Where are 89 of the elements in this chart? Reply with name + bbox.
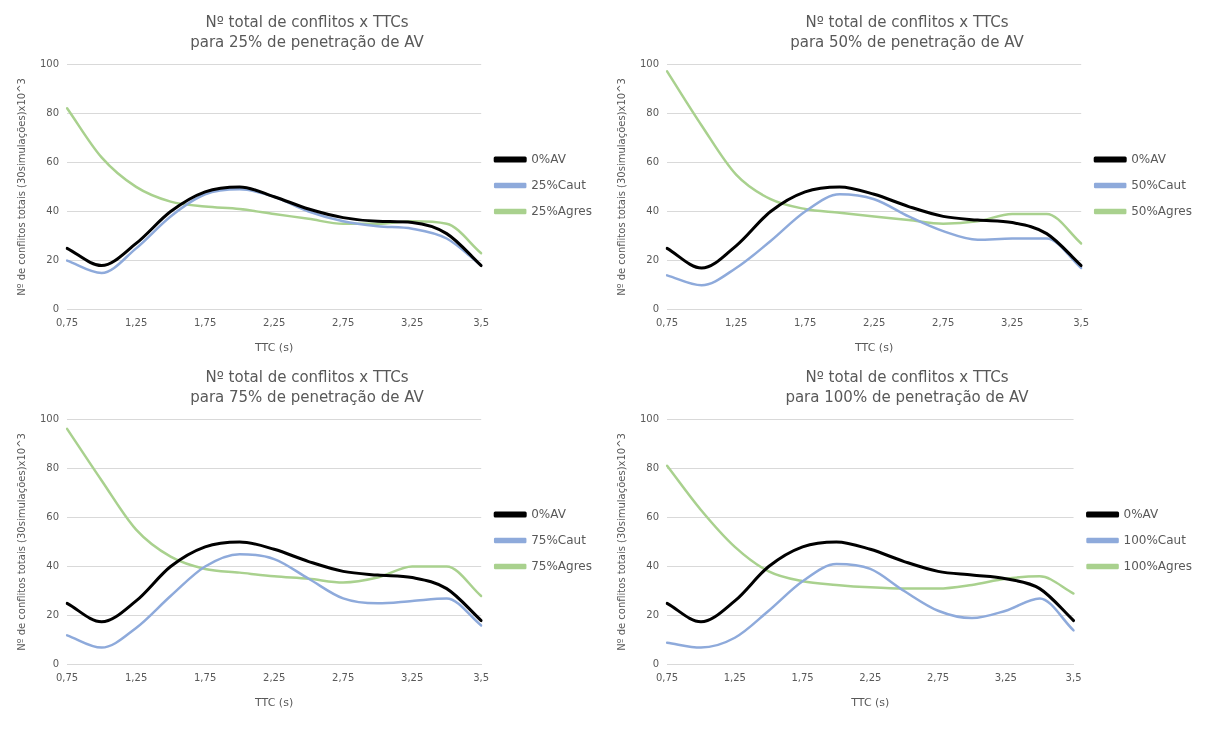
- y-tick-label: 100: [639, 57, 660, 69]
- x-tick-label: 1,25: [723, 672, 746, 684]
- legend-label: 50%Caut: [1131, 177, 1187, 192]
- line-series: [665, 464, 1075, 595]
- chart-title: Nº total de conflitos x TTCs: [205, 367, 409, 386]
- legend-label: 25%Agres: [531, 203, 593, 218]
- y-axis-title: Nº de conflitos totais (30simulações)x10^3: [15, 78, 27, 296]
- chart-subtitle: para 25% de penetração de AV: [190, 32, 425, 51]
- x-tick-label: 2,25: [859, 672, 882, 684]
- x-tick-label: 0,75: [655, 672, 679, 684]
- x-tick-label: 3,5: [473, 317, 490, 329]
- x-tick-label: 0,75: [55, 317, 79, 329]
- y-tick-label: 80: [646, 106, 660, 118]
- y-tick-label: 40: [646, 205, 660, 217]
- legend-label: 75%Caut: [531, 532, 587, 547]
- x-tick-label: 1,75: [793, 317, 817, 329]
- y-tick-label: 60: [46, 155, 60, 167]
- line-series: [665, 70, 1083, 245]
- x-tick-label: 3,25: [401, 672, 424, 684]
- y-axis-title: Nº de conflitos totais (30simulações)x10^3: [15, 433, 27, 651]
- x-tick-label: 0,75: [55, 672, 79, 684]
- y-axis-title: Nº de conflitos totais (30simulações)x10^3: [615, 78, 627, 296]
- x-axis-title: TTC (s): [854, 341, 894, 355]
- legend-label: 0%AV: [1123, 506, 1160, 521]
- legend-label: 100%Agres: [1123, 558, 1192, 573]
- y-tick-label: 0: [652, 303, 660, 315]
- y-tick-label: 60: [646, 510, 660, 522]
- y-tick-label: 20: [46, 609, 60, 621]
- chart-title: Nº total de conflitos x TTCs: [805, 12, 1009, 31]
- line-series: [65, 540, 483, 624]
- legend-label: 50%Agres: [1131, 203, 1193, 218]
- y-tick-label: 40: [646, 560, 660, 572]
- x-tick-label: 1,25: [724, 317, 748, 329]
- y-tick-label: 0: [52, 303, 60, 315]
- line-series: [665, 185, 1083, 270]
- x-axis-title: TTC (s): [254, 696, 294, 710]
- y-tick-label: 100: [639, 412, 660, 424]
- y-tick-label: 0: [52, 658, 60, 670]
- x-tick-label: 2,75: [926, 672, 950, 684]
- y-tick-label: 0: [652, 658, 660, 670]
- chart-subtitle: para 75% de penetração de AV: [190, 387, 425, 406]
- x-tick-label: 3,25: [994, 672, 1017, 684]
- x-tick-label: 3,25: [1001, 317, 1024, 329]
- y-tick-label: 20: [646, 254, 660, 266]
- y-tick-label: 80: [646, 461, 660, 473]
- y-tick-label: 20: [46, 254, 60, 266]
- x-tick-label: 3,5: [473, 672, 490, 684]
- chart-title: Nº total de conflitos x TTCs: [805, 367, 1009, 386]
- x-tick-label: 2,25: [863, 317, 886, 329]
- chart-title: Nº total de conflitos x TTCs: [205, 12, 409, 31]
- y-tick-label: 20: [646, 609, 660, 621]
- legend-label: 75%Agres: [531, 558, 593, 573]
- y-tick-label: 80: [46, 461, 60, 473]
- y-tick-label: 60: [46, 510, 60, 522]
- x-tick-label: 3,25: [401, 317, 424, 329]
- legend-label: 25%Caut: [531, 177, 587, 192]
- x-axis-title: TTC (s): [254, 341, 294, 355]
- x-axis-title: TTC (s): [850, 696, 890, 710]
- y-tick-label: 40: [46, 205, 60, 217]
- x-tick-label: 1,25: [124, 672, 148, 684]
- y-axis-title: Nº de conflitos totais (30simulações)x10^3: [615, 433, 627, 651]
- legend-label: 0%AV: [1131, 151, 1167, 166]
- chart-subtitle: para 50% de penetração de AV: [790, 32, 1025, 51]
- y-tick-label: 100: [39, 57, 60, 69]
- line-series: [665, 562, 1075, 649]
- line-series: [665, 193, 1083, 287]
- x-tick-label: 1,75: [791, 672, 814, 684]
- x-tick-label: 2,25: [263, 672, 286, 684]
- chart-subtitle: para 100% de penetração de AV: [785, 387, 1030, 406]
- x-tick-label: 2,75: [332, 672, 355, 684]
- x-tick-label: 1,75: [193, 317, 217, 329]
- y-tick-label: 40: [46, 560, 60, 572]
- x-tick-label: 3,5: [1073, 317, 1090, 329]
- x-tick-label: 3,5: [1065, 672, 1082, 684]
- y-tick-label: 100: [39, 412, 60, 424]
- legend-label: 0%AV: [531, 506, 567, 521]
- x-tick-label: 1,25: [124, 317, 148, 329]
- x-tick-label: 0,75: [655, 317, 679, 329]
- y-tick-label: 80: [46, 106, 60, 118]
- legend-label: 0%AV: [531, 151, 567, 166]
- y-tick-label: 60: [646, 155, 660, 167]
- line-series: [665, 540, 1076, 624]
- legend-label: 100%Caut: [1123, 532, 1187, 547]
- x-tick-label: 2,75: [332, 317, 355, 329]
- x-tick-label: 1,75: [193, 672, 217, 684]
- x-tick-label: 2,75: [932, 317, 955, 329]
- line-series: [65, 552, 483, 649]
- line-series: [65, 427, 483, 598]
- x-tick-label: 2,25: [263, 317, 286, 329]
